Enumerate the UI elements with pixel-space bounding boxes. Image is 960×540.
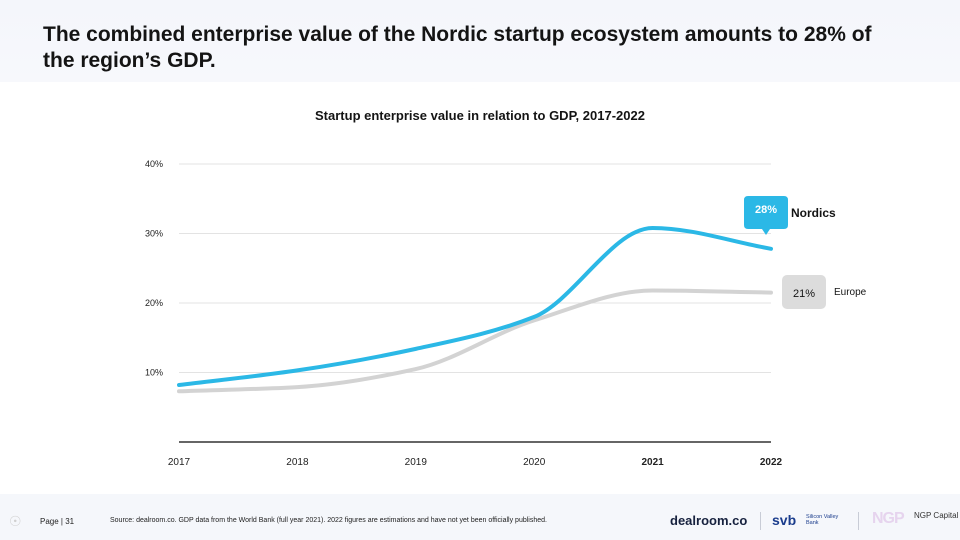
dealroom-logo: dealroom.co bbox=[670, 513, 748, 528]
page-number: Page | 31 bbox=[40, 517, 75, 526]
chart-title: Startup enterprise value in relation to … bbox=[315, 108, 645, 123]
nordics-end-value-label: 28% bbox=[755, 204, 777, 216]
ngp-logo-mark: NGP bbox=[872, 510, 905, 527]
x-tick-label: 2019 bbox=[405, 457, 428, 468]
y-tick-label: 30% bbox=[145, 229, 163, 239]
x-tick-label: 2020 bbox=[523, 457, 546, 468]
x-tick-label: 2022 bbox=[760, 457, 783, 468]
page-headline: The combined enterprise value of the Nor… bbox=[43, 23, 872, 72]
ngp-logo-text: NGP Capital bbox=[914, 511, 959, 520]
watermark-icon: ☉ bbox=[9, 513, 22, 529]
logo-separator bbox=[760, 512, 761, 530]
source-note: Source: dealroom.co. GDP data from the W… bbox=[110, 517, 547, 524]
europe-end-value-label: 21% bbox=[793, 288, 815, 300]
x-tick-label: 2021 bbox=[641, 457, 664, 468]
footer-band bbox=[0, 494, 960, 540]
nordics-callout-bubble bbox=[744, 196, 788, 235]
header-band bbox=[0, 0, 960, 82]
x-tick-label: 2018 bbox=[286, 457, 309, 468]
series-line-europe bbox=[177, 288, 773, 394]
nordics-legend-label: Nordics bbox=[791, 206, 836, 220]
europe-callout-bubble bbox=[782, 275, 826, 309]
europe-legend-label: Europe bbox=[834, 287, 867, 298]
logo-separator bbox=[858, 512, 859, 530]
x-tick-label: 2017 bbox=[168, 457, 191, 468]
series-line-nordics bbox=[177, 225, 773, 388]
y-tick-label: 40% bbox=[145, 159, 163, 169]
y-tick-label: 20% bbox=[145, 298, 163, 308]
svb-logo: svb bbox=[772, 512, 797, 528]
y-tick-label: 10% bbox=[145, 368, 163, 378]
svb-logo-subtitle: Silicon Valley Bank bbox=[806, 514, 839, 526]
